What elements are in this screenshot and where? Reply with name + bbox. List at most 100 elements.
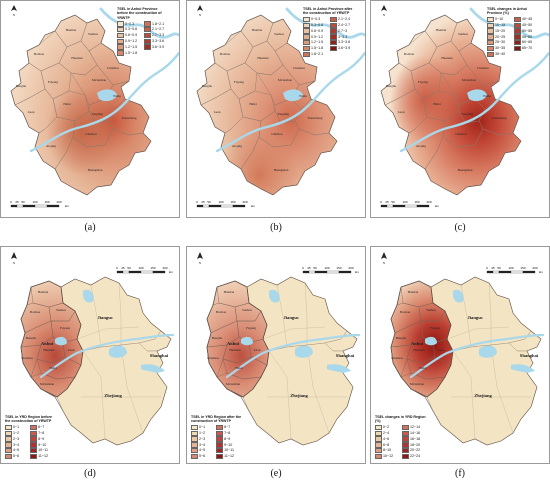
- svg-text:km: km: [539, 270, 544, 274]
- city-label: Hefei: [419, 366, 426, 370]
- chaohu-lake: [97, 89, 117, 102]
- legend-label: 40~45: [522, 17, 533, 22]
- taihu-lake: [109, 345, 127, 358]
- city-label: Chizhou: [271, 132, 283, 136]
- city-label: Fuyang: [246, 326, 256, 330]
- city-label: Tongling: [461, 112, 473, 116]
- legend-item: 2~3: [191, 436, 214, 442]
- legend-swatch: [117, 32, 124, 39]
- legend-label: 2.4~2.7: [338, 23, 351, 28]
- legend-label: 20~22: [410, 448, 421, 453]
- legend-item: 7~8: [30, 430, 57, 436]
- legend-item: 5~6: [191, 453, 214, 460]
- hangzhou-bay: [327, 364, 351, 373]
- legend-label: 7~8: [224, 431, 231, 436]
- legend-item: 3.3~3.6: [144, 38, 169, 44]
- svg-text:0: 0: [196, 200, 198, 204]
- legend-label: 2~3: [13, 436, 20, 441]
- svg-text:N: N: [13, 261, 16, 265]
- legend-item: 1.5~1.8: [117, 50, 142, 56]
- legend-item: 0.9~1.2: [117, 38, 142, 44]
- svg-text:km: km: [355, 270, 360, 274]
- city-label: Huaibei: [408, 290, 419, 294]
- legend-label: 0.6~0.9: [311, 28, 324, 33]
- legend-item: 7~8: [216, 430, 243, 436]
- city-boundary: [452, 350, 476, 440]
- map-svg: Jiangsu Anhui Shanghai Zhejiang Huaibei Bozho…: [11, 252, 175, 446]
- svg-text:25: 25: [121, 266, 125, 270]
- legend-label: 4~5: [13, 448, 20, 453]
- legend-item: 0.9~1.2: [303, 34, 328, 40]
- city-label: Hefei: [235, 366, 242, 370]
- svg-text:100: 100: [402, 200, 407, 204]
- legend-item: 4~5: [5, 447, 28, 454]
- legend-item: 10~11: [216, 447, 243, 454]
- legend-label: 4~5: [199, 448, 206, 453]
- legend-swatch: [191, 453, 198, 460]
- city-label: Chuzhou: [207, 356, 219, 360]
- city-label: Huainan: [441, 56, 453, 60]
- svg-text:N: N: [199, 261, 202, 265]
- city-label: Bozhou: [216, 310, 227, 314]
- yrd-outline: [390, 276, 542, 446]
- chaohu-lake: [55, 336, 67, 346]
- legend-label: 3.6~3.9: [152, 44, 165, 49]
- legend-swatch: [402, 442, 409, 448]
- city-label: Chuzhou: [21, 356, 33, 360]
- city-boundary: [446, 326, 510, 340]
- map-panel-d: Jiangsu Anhui Shanghai Zhejiang Huaibei Bozho…: [0, 246, 180, 464]
- city-label: Wuhu: [483, 94, 491, 98]
- legend-swatch: [117, 44, 124, 50]
- legend-swatch: [191, 447, 198, 454]
- city-label: Huaibei: [66, 28, 77, 32]
- svg-text:200: 200: [242, 200, 247, 204]
- city-boundary: [490, 344, 514, 434]
- map-legend: TSEL in Anhui Province after the constru…: [303, 7, 355, 57]
- city-label: Huaibei: [436, 28, 447, 32]
- map-legend: TSEL in YRD Region before the constructi…: [5, 415, 57, 460]
- map-svg: Huaibei Bozhou Suzhou Bengbu Fuyang Huainan Ch…: [196, 5, 365, 208]
- province-label: Jiangsu: [283, 315, 299, 320]
- legend-item: 6~7: [216, 424, 243, 431]
- city-label: Ma'anshan: [40, 382, 54, 386]
- legend-label: 6~7: [224, 425, 231, 430]
- legend-label: 8~9: [224, 436, 231, 441]
- city-label: Bengbu: [396, 336, 407, 340]
- scale-bar: 0 25 50 100 150 200 km: [196, 200, 255, 208]
- legend-item: 1.5~1.8: [303, 45, 328, 52]
- legend-item: 3~4: [5, 442, 28, 448]
- province-label: Shanghai: [336, 353, 355, 358]
- city-label: Suzhou: [426, 308, 436, 312]
- legend-item: 11~12: [30, 453, 57, 460]
- legend-swatch: [487, 22, 494, 28]
- legend-swatch: [191, 430, 198, 436]
- yangtze-river: [39, 333, 175, 379]
- city-label: Bozhou: [400, 310, 411, 314]
- legend-label: 65~70: [522, 46, 533, 51]
- legend-item: 10~11: [30, 447, 57, 454]
- province-outline: [196, 14, 338, 196]
- svg-text:0: 0: [116, 266, 118, 270]
- svg-text:200: 200: [532, 266, 537, 270]
- legend-label: 10~11: [224, 448, 234, 453]
- city-label: Huangshan: [274, 168, 289, 172]
- hongze-lake: [269, 289, 280, 303]
- map-svg: Huaibei Bozhou Suzhou Bengbu Fuyang Huainan Ch…: [10, 5, 179, 208]
- city-label: Bozhou: [220, 52, 231, 56]
- legend-swatch: [330, 34, 337, 40]
- legend-swatch: [5, 430, 12, 436]
- legend-item: 9~10: [30, 442, 57, 448]
- legend-label: 55~60: [522, 34, 533, 39]
- scale-bar: 0 25 50 100 150 200 km: [10, 200, 69, 208]
- svg-text:150: 150: [44, 200, 49, 204]
- city-label: Huaibei: [252, 28, 263, 32]
- svg-text:100: 100: [32, 200, 37, 204]
- svg-text:km: km: [251, 204, 256, 208]
- svg-text:50: 50: [313, 266, 317, 270]
- province-label: Anhui: [41, 341, 54, 346]
- legend-swatch: [5, 436, 12, 442]
- legend-swatch: [402, 430, 409, 436]
- svg-text:100: 100: [324, 266, 329, 270]
- province-label: Anhui: [411, 341, 424, 346]
- legend-label: 1.2~1.5: [311, 40, 324, 45]
